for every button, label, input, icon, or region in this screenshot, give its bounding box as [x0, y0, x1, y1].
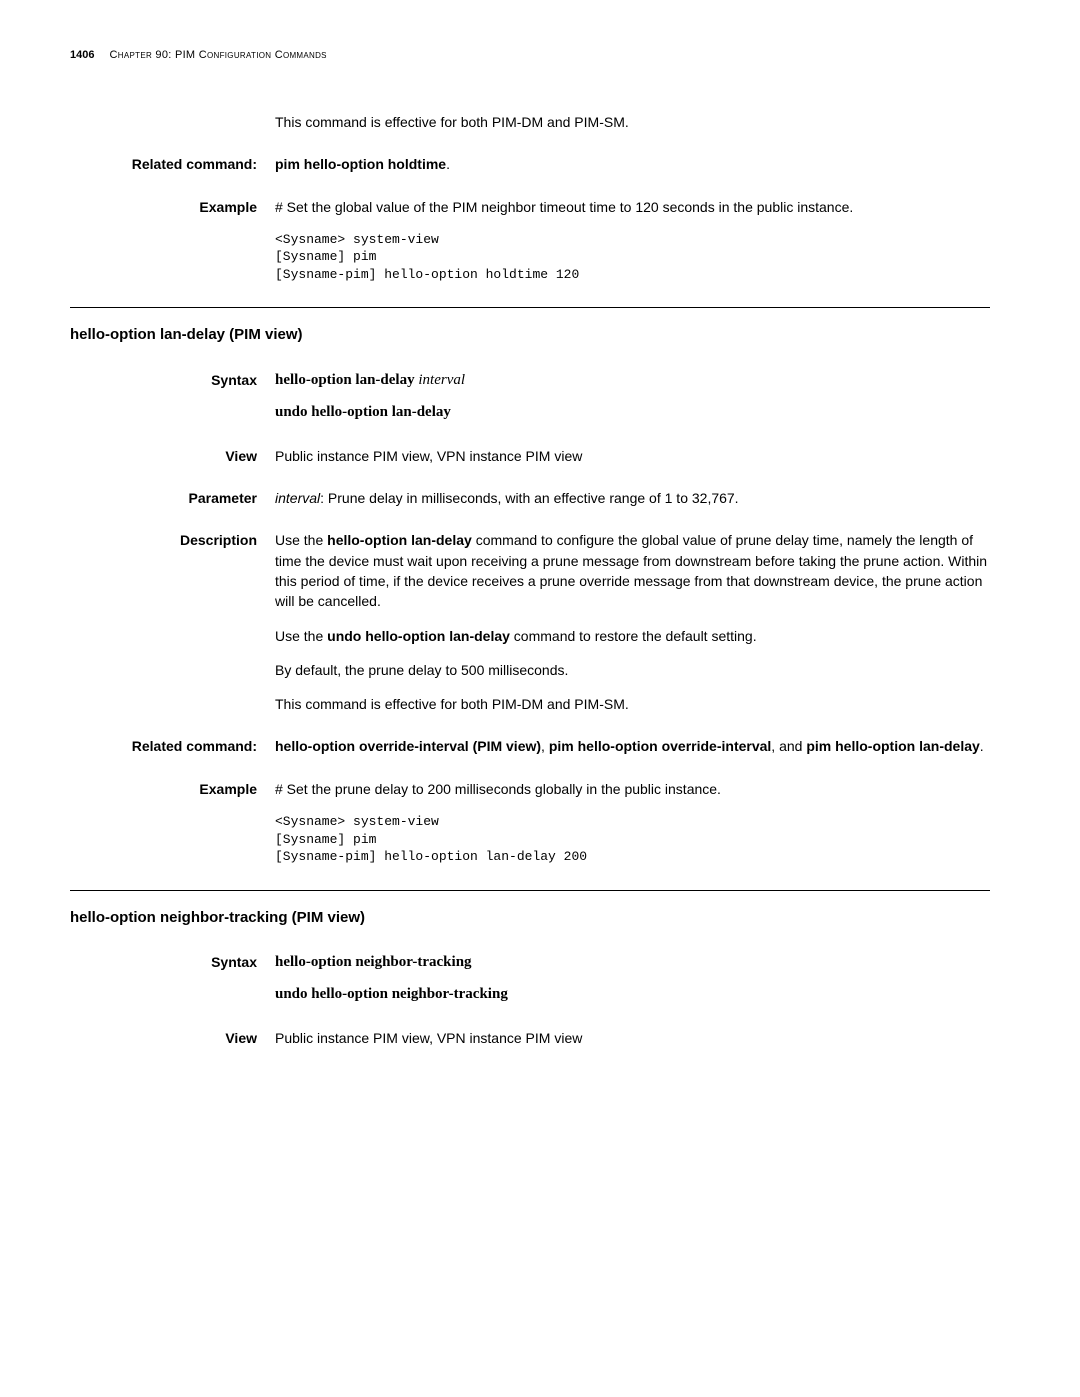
- page-number: 1406: [70, 49, 94, 61]
- description-p4: This command is effective for both PIM-D…: [275, 694, 990, 714]
- parameter-text: interval: Prune delay in milliseconds, w…: [275, 488, 990, 508]
- view-text: Public instance PIM view, VPN instance P…: [275, 446, 990, 466]
- effective-text: This command is effective for both PIM-D…: [275, 112, 990, 132]
- syntax-label: Syntax: [70, 370, 275, 392]
- related-command-label: Related command:: [70, 736, 275, 756]
- section-title-neighbor-tracking: hello-option neighbor-tracking (PIM view…: [70, 907, 990, 929]
- view-label: View: [70, 446, 275, 466]
- example-description: # Set the global value of the PIM neighb…: [275, 197, 990, 217]
- example-label: Example: [70, 779, 275, 866]
- related-command-text: pim hello-option holdtime.: [275, 154, 990, 174]
- chapter-label: Chapter 90: PIM Configuration Commands: [110, 49, 327, 61]
- description-p1: Use the hello-option lan-delay command t…: [275, 530, 990, 611]
- example-label: Example: [70, 197, 275, 284]
- related-command-label: Related command:: [70, 154, 275, 174]
- page-header: 1406 Chapter 90: PIM Configuration Comma…: [70, 48, 990, 64]
- section-divider: [70, 307, 990, 308]
- example-code: <Sysname> system-view [Sysname] pim [Sys…: [275, 813, 990, 866]
- syntax-command: hello-option lan-delay interval: [275, 370, 990, 392]
- related-command-text: hello-option override-interval (PIM view…: [275, 736, 990, 756]
- section-title-lan-delay: hello-option lan-delay (PIM view): [70, 324, 990, 346]
- syntax-undo: undo hello-option neighbor-tracking: [275, 984, 990, 1006]
- description-p3: By default, the prune delay to 500 milli…: [275, 660, 990, 680]
- example-code: <Sysname> system-view [Sysname] pim [Sys…: [275, 231, 990, 284]
- syntax-label: Syntax: [70, 952, 275, 974]
- syntax-undo: undo hello-option lan-delay: [275, 402, 990, 424]
- example-description: # Set the prune delay to 200 millisecond…: [275, 779, 990, 799]
- description-label: Description: [70, 530, 275, 714]
- section-divider: [70, 890, 990, 891]
- view-label: View: [70, 1028, 275, 1048]
- syntax-command: hello-option neighbor-tracking: [275, 952, 990, 974]
- description-p2: Use the undo hello-option lan-delay comm…: [275, 626, 990, 646]
- parameter-label: Parameter: [70, 488, 275, 508]
- view-text: Public instance PIM view, VPN instance P…: [275, 1028, 990, 1048]
